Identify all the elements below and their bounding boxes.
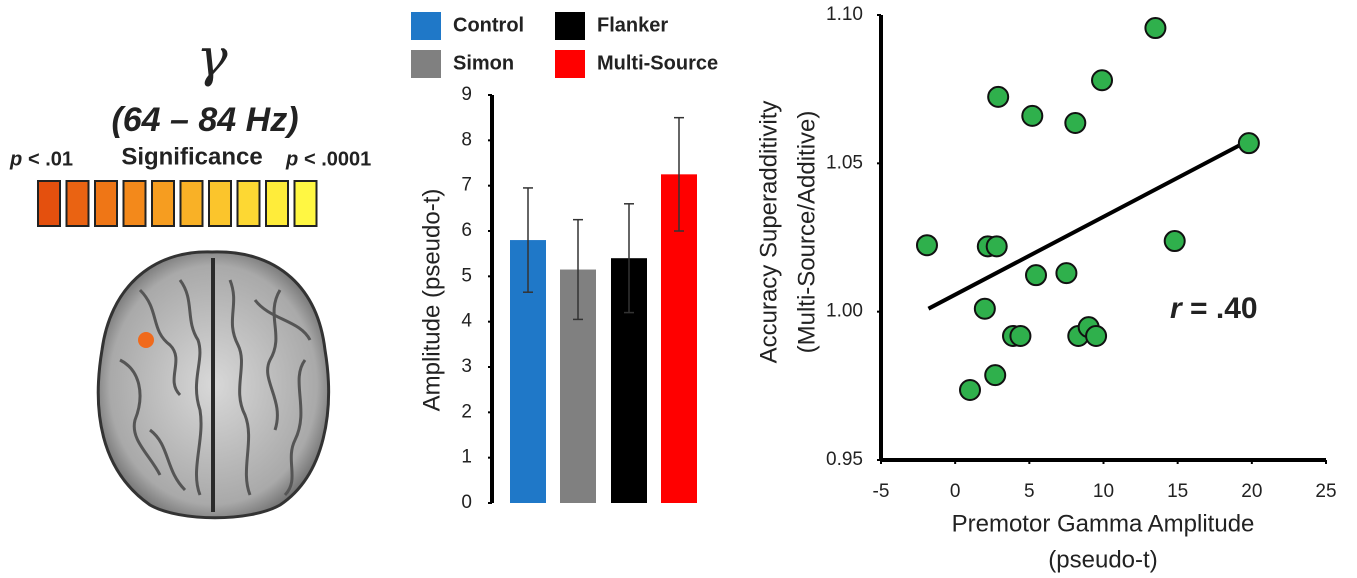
point <box>1056 263 1076 283</box>
legend-swatch <box>411 50 441 78</box>
point <box>1165 231 1185 251</box>
trendline <box>928 140 1250 309</box>
y-tick-label: 1 <box>461 447 472 468</box>
y-tick-label: 8 <box>461 129 472 150</box>
point <box>1239 133 1259 153</box>
y-tick-label: 7 <box>461 175 472 196</box>
y-tick-label: 0 <box>461 492 472 513</box>
scale-swatch <box>67 181 89 226</box>
point <box>1026 265 1046 285</box>
legend-swatch <box>555 12 585 40</box>
point <box>917 235 937 255</box>
x-tick-label: 10 <box>1093 481 1114 502</box>
x-axis-label: Premotor Gamma Amplitude <box>952 510 1255 537</box>
p-symbol: p <box>285 148 298 170</box>
y-tick-label: 1.00 <box>826 301 863 322</box>
scale-swatch <box>238 181 260 226</box>
y-axis-label: (Multi-Source/Additive) <box>793 111 820 354</box>
scale-swatch <box>95 181 117 226</box>
x-tick-label: -5 <box>873 481 890 502</box>
y-tick-label: 3 <box>461 356 472 377</box>
legend-label: Flanker <box>597 14 668 36</box>
frequency-band: (64 – 84 Hz) <box>111 101 298 139</box>
y-tick-label: 0.95 <box>826 449 863 470</box>
point <box>1145 18 1165 38</box>
scale-swatch <box>38 181 60 226</box>
scale-swatch <box>152 181 174 226</box>
point <box>975 299 995 319</box>
brain <box>98 252 328 518</box>
point <box>988 87 1008 107</box>
point <box>985 365 1005 385</box>
point <box>1022 106 1042 126</box>
legend-label: Multi-Source <box>597 52 718 74</box>
y-axis-label: Amplitude (pseudo-t) <box>418 189 445 412</box>
legend-swatch <box>555 50 585 78</box>
p-symbol: p <box>9 148 22 170</box>
scale-swatch <box>209 181 231 226</box>
x-tick-label: 15 <box>1167 481 1188 502</box>
y-tick-label: 4 <box>461 311 472 332</box>
point <box>960 380 980 400</box>
scale-swatch <box>266 181 288 226</box>
figure: γ (64 – 84 Hz) Significance p < .01 p < … <box>0 0 1357 578</box>
activation-spot <box>138 332 154 348</box>
y-tick-label: 1.10 <box>826 4 863 25</box>
annotation-symbol: r <box>1170 292 1184 325</box>
y-tick-label: 2 <box>461 401 472 422</box>
scale-title: Significance <box>121 143 262 170</box>
x-tick-label: 20 <box>1241 481 1262 502</box>
scale-swatch <box>124 181 146 226</box>
y-tick-label: 5 <box>461 265 472 286</box>
legend-label: Control <box>453 14 524 36</box>
x-axis-label: (pseudo-t) <box>1048 546 1157 573</box>
y-tick-label: 1.05 <box>826 152 863 173</box>
x-tick-label: 5 <box>1024 481 1035 502</box>
y-tick-label: 9 <box>461 84 472 105</box>
x-tick-label: 25 <box>1315 481 1336 502</box>
y-tick-label: 6 <box>461 220 472 241</box>
y-axis-label: Accuracy Superadditivity <box>755 101 782 364</box>
x-tick-label: 0 <box>950 481 961 502</box>
point <box>1092 70 1112 90</box>
p-high: < .0001 <box>304 148 371 170</box>
point <box>1010 326 1030 346</box>
gamma-symbol: γ <box>196 29 228 89</box>
point <box>1086 326 1106 346</box>
legend-swatch <box>411 12 441 40</box>
p-low: < .01 <box>28 148 73 170</box>
scale-swatch <box>295 181 317 226</box>
annotation: = .40 <box>1190 292 1258 325</box>
legend-label: Simon <box>453 52 514 74</box>
point <box>1065 113 1085 133</box>
point <box>987 236 1007 256</box>
scale-swatch <box>181 181 203 226</box>
